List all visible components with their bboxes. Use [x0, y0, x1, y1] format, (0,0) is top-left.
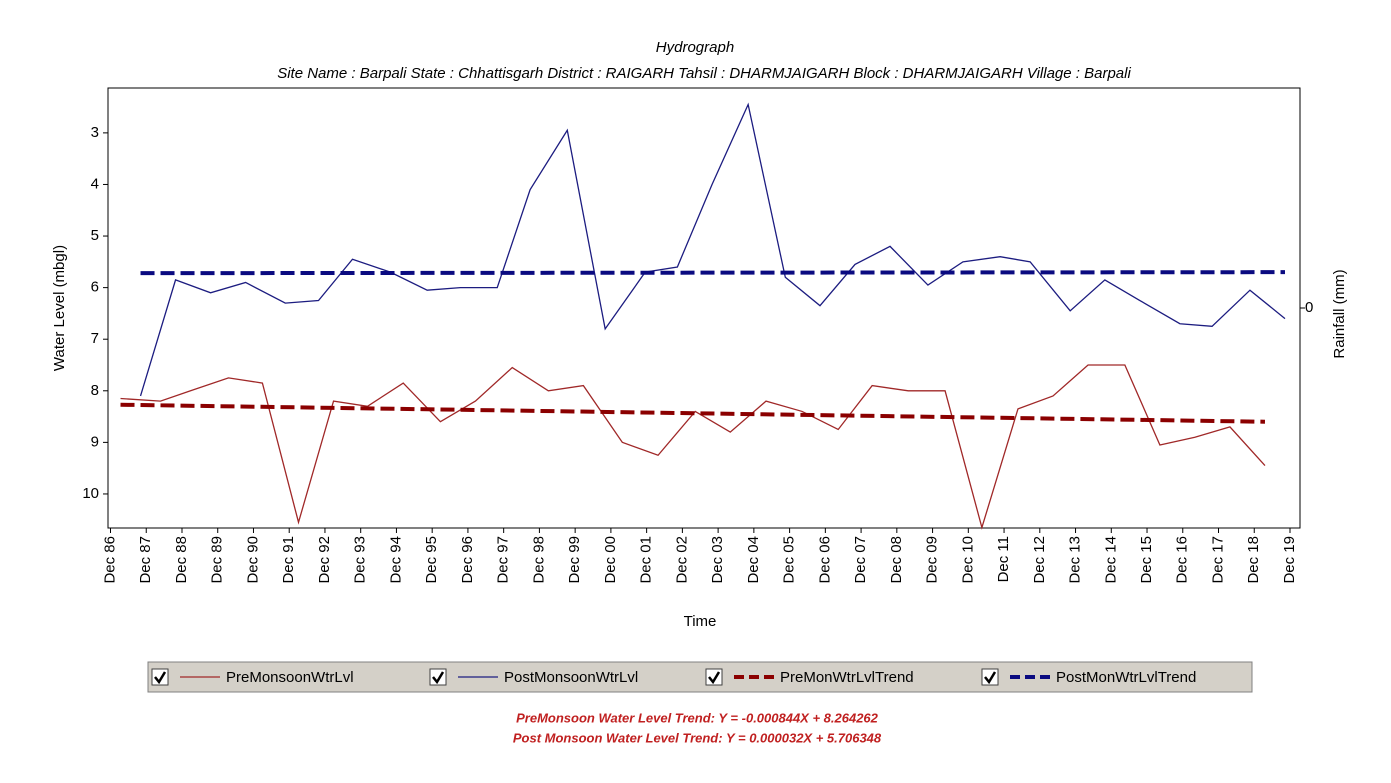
x-tick-label: Dec 90: [244, 536, 261, 584]
legend-check: [154, 671, 167, 685]
legend: [147, 661, 1253, 693]
y2-tick-label: 0: [1305, 299, 1313, 316]
x-axis-label: Time: [684, 613, 717, 630]
x-tick-label: Dec 13: [1067, 536, 1084, 584]
legend-label: PostMonWtrLvlTrend: [1056, 669, 1196, 686]
x-tick-label: Dec 08: [888, 536, 905, 584]
legend-check: [984, 671, 997, 685]
x-tick-label: Dec 01: [638, 536, 655, 584]
legend-label: PreMonWtrLvlTrend: [780, 669, 914, 686]
y-tick-label: 10: [82, 485, 99, 502]
x-tick-label: Dec 88: [173, 536, 190, 584]
x-tick-label: Dec 98: [530, 536, 547, 584]
legend-check: [708, 671, 721, 685]
x-tick-label: Dec 18: [1245, 536, 1262, 584]
x-tick-label: Dec 11: [995, 536, 1012, 582]
x-tick-label: Dec 02: [673, 536, 690, 584]
y-tick-label: 8: [91, 382, 99, 399]
chart-title: Hydrograph: [656, 39, 734, 56]
chart-subtitle: Site Name : Barpali State : Chhattisgarh…: [277, 65, 1131, 82]
y-tick-label: 6: [91, 279, 99, 296]
x-tick-label: Dec 87: [137, 536, 154, 584]
x-tick-label: Dec 95: [423, 536, 440, 584]
y-tick-label: 3: [91, 124, 99, 141]
x-tick-label: Dec 04: [745, 536, 762, 584]
y-tick-label: 5: [91, 227, 99, 244]
y2-axis-label: Rainfall (mm): [1331, 269, 1348, 358]
x-tick-label: Dec 12: [1031, 536, 1048, 584]
x-tick-label: Dec 86: [101, 536, 118, 584]
y-axis-label: Water Level (mbgl): [51, 245, 68, 371]
x-tick-label: Dec 17: [1209, 536, 1226, 584]
x-tick-label: Dec 00: [602, 536, 619, 584]
series-line: [139, 102, 1286, 397]
annotation: Post Monsoon Water Level Trend: Y = 0.00…: [513, 730, 882, 745]
x-tick-label: Dec 14: [1102, 536, 1119, 584]
x-tick-label: Dec 94: [387, 536, 404, 584]
legend-label: PostMonsoonWtrLvl: [504, 669, 638, 686]
x-tick-label: Dec 19: [1281, 536, 1298, 584]
x-tick-label: Dec 07: [852, 536, 869, 584]
x-tick-label: Dec 96: [459, 536, 476, 584]
legend-label: PreMonsoonWtrLvl: [226, 669, 354, 686]
x-tick-label: Dec 16: [1174, 536, 1191, 584]
x-tick-label: Dec 91: [280, 536, 297, 584]
y-tick-label: 9: [91, 433, 99, 450]
x-tick-label: Dec 92: [316, 536, 333, 584]
x-tick-label: Dec 06: [816, 536, 833, 584]
x-tick-label: Dec 05: [781, 536, 798, 584]
x-tick-label: Dec 97: [495, 536, 512, 584]
x-tick-label: Dec 93: [352, 536, 369, 584]
x-tick-label: Dec 89: [209, 536, 226, 584]
annotation: PreMonsoon Water Level Trend: Y = -0.000…: [516, 710, 879, 725]
trend-line: [120, 402, 1265, 424]
legend-check: [432, 671, 445, 685]
x-tick-label: Dec 03: [709, 536, 726, 584]
series-line: [120, 364, 1266, 530]
trend-line: [140, 270, 1285, 276]
y-tick-label: 4: [91, 175, 99, 192]
x-tick-label: Dec 10: [959, 536, 976, 584]
x-tick-label: Dec 15: [1138, 536, 1155, 584]
x-tick-label: Dec 99: [566, 536, 583, 584]
x-tick-label: Dec 09: [924, 536, 941, 584]
y-tick-label: 7: [91, 330, 99, 347]
